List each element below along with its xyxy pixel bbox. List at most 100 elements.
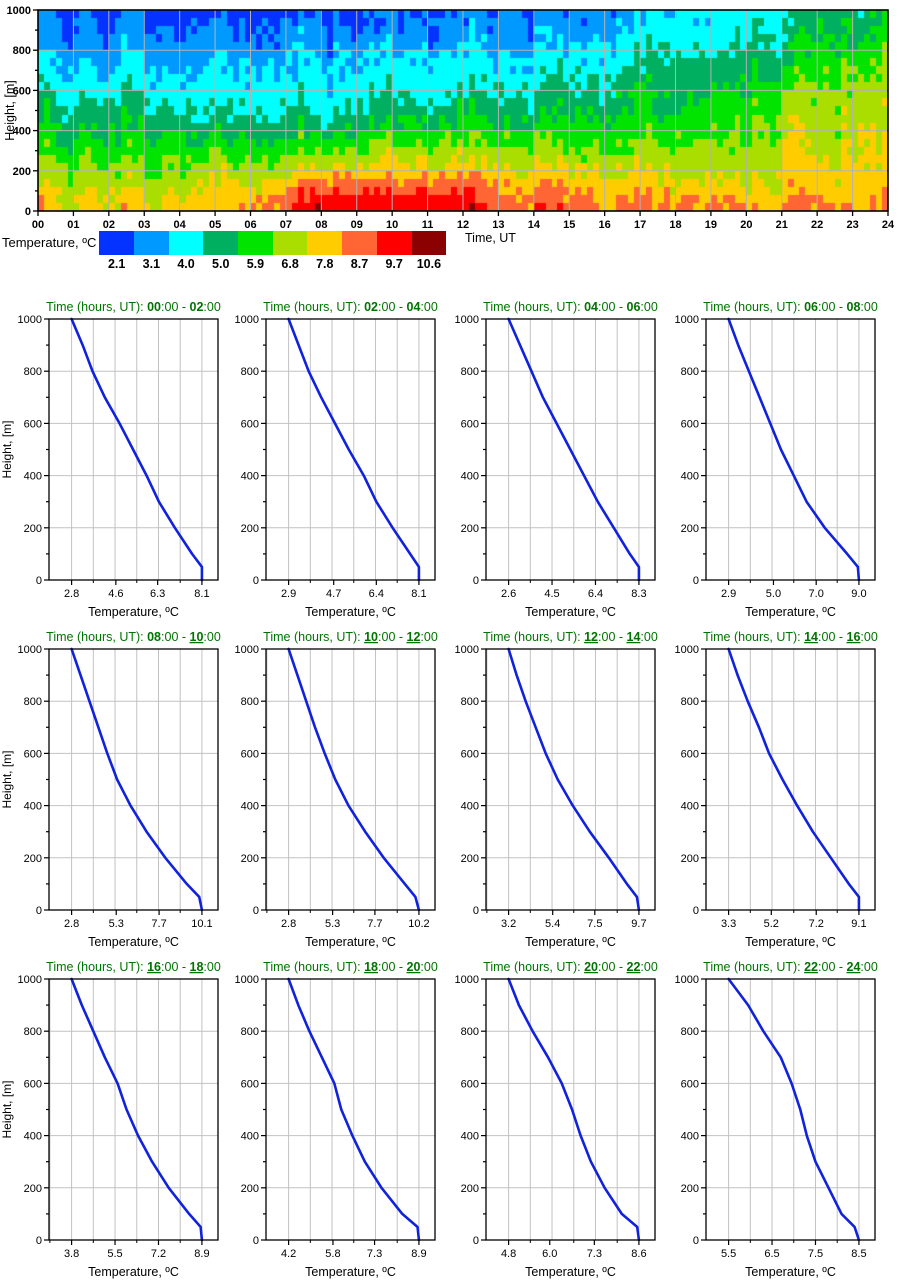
subplot-title: Time (hours, UT): 22:00 - 24:00 [703, 960, 878, 974]
y-tick-label: 0 [253, 1235, 259, 1247]
y-axis-title: Height, [m] [0, 750, 14, 808]
y-tick-label: 200 [461, 853, 479, 865]
x-tick-label: 4.6 [108, 588, 123, 600]
x-tick-label: 04 [174, 219, 187, 231]
y-tick-label: 1000 [18, 314, 42, 326]
x-tick-label: 20 [740, 219, 752, 231]
x-tick-label: 4.2 [281, 1248, 296, 1260]
y-tick-label: 1000 [18, 974, 42, 986]
x-tick-label: 12 [457, 219, 469, 231]
y-tick-label: 800 [681, 366, 699, 378]
x-tick-label: 18 [669, 219, 681, 231]
y-tick-label: 800 [681, 696, 699, 708]
y-tick-label: 200 [461, 1183, 479, 1195]
y-axis-title: Height, [m] [0, 1080, 14, 1138]
x-tick-label: 06 [244, 219, 256, 231]
profile-subplot-cell: 3.8 5.5 7.2 8.9 0 200 400 600 800 1000 Temperature… [0, 955, 240, 1280]
legend-class: 5.0 [203, 231, 239, 271]
y-tick-label: 1000 [455, 644, 479, 656]
y-tick-label: 1000 [235, 644, 259, 656]
legend-value: 8.7 [350, 257, 369, 271]
y-tick-label: 400 [681, 801, 699, 813]
y-tick-label: 400 [461, 471, 479, 483]
plot-frame [48, 978, 219, 1241]
x-tick-label: 5.5 [721, 1248, 736, 1260]
y-tick-label: 600 [241, 418, 259, 430]
legend-class: 6.8 [272, 231, 308, 271]
x-tick-label: 02 [103, 219, 115, 231]
y-tick-label: 600 [24, 748, 42, 760]
y-axis-title: Height, [m] [0, 420, 14, 478]
y-tick-label: 200 [241, 1183, 259, 1195]
x-tick-label: 05 [209, 219, 221, 231]
plot-frame [485, 648, 656, 911]
x-tick-label: 24 [882, 219, 895, 231]
legend-swatch [411, 231, 447, 255]
profile-subplot-cell: 2.9 4.7 6.4 8.1 0 200 400 600 800 1000 Temperature… [220, 295, 460, 630]
y-tick-label: 800 [461, 1026, 479, 1038]
x-tick-label: 7.3 [587, 1248, 602, 1260]
legend-class: 3.1 [134, 231, 169, 271]
subplot-title: Time (hours, UT): 14:00 - 16:00 [703, 630, 878, 644]
profile-subplot-cell: 4.2 5.8 7.3 8.9 0 200 400 600 800 1000 Temperature… [220, 955, 460, 1280]
heatmap-axes: 00 01 02 03 04 05 06 07 08 09 10 11 12 13 14 15 16 17 18 19… [3, 5, 895, 245]
y-tick-label: 200 [681, 523, 699, 535]
plot-frame [705, 978, 876, 1241]
x-tick-label: 5.0 [766, 588, 781, 600]
x-tick-label: 8.5 [851, 1248, 866, 1260]
x-tick-label: 9.1 [851, 918, 866, 930]
x-tick-label: 07 [280, 219, 292, 231]
y-tick-label: 600 [461, 418, 479, 430]
y-tick-label: 0 [36, 905, 42, 917]
legend-class: 4.0 [168, 231, 204, 271]
y-tick-label: 0 [473, 905, 479, 917]
subplot-title: Time (hours, UT): 10:00 - 12:00 [263, 630, 438, 644]
x-tick-label: 8.1 [411, 588, 426, 600]
x-tick-label: 09 [351, 219, 363, 231]
temperature-profile-line [70, 647, 204, 912]
y-tick-label: 600 [24, 418, 42, 430]
y-tick-label: 400 [241, 471, 259, 483]
temperature-profile-line [287, 317, 421, 582]
y-tick-label: 800 [13, 45, 31, 57]
legend-swatch [376, 231, 412, 255]
y-tick-label: 1000 [18, 644, 42, 656]
x-tick-label: 13 [492, 219, 504, 231]
x-tick-label: 08 [315, 219, 327, 231]
plot-frame [265, 318, 436, 581]
x-axis-title: Temperature, ºC [88, 935, 179, 949]
legend-class: 5.9 [238, 231, 273, 271]
time-height-heatmap: 00 01 02 03 04 05 06 07 08 09 10 11 12 13 14 15 16 17 18 19… [0, 0, 900, 255]
x-tick-label: 2.9 [281, 588, 296, 600]
temperature-profile-line [287, 977, 421, 1242]
subplot-title: Time (hours, UT): 08:00 - 10:00 [46, 630, 221, 644]
y-tick-label: 1000 [455, 314, 479, 326]
x-tick-label: 8.9 [194, 1248, 209, 1260]
y-tick-label: 600 [681, 1078, 699, 1090]
x-tick-label: 19 [705, 219, 717, 231]
x-tick-label: 8.3 [631, 588, 646, 600]
y-tick-label: 1000 [675, 314, 699, 326]
y-tick-label: 800 [241, 1026, 259, 1038]
x-tick-label: 6.3 [150, 588, 165, 600]
x-tick-label: 2.8 [64, 918, 79, 930]
y-tick-label: 600 [241, 748, 259, 760]
y-tick-label: 0 [693, 1235, 699, 1247]
y-tick-label: 1000 [7, 5, 31, 17]
profile-subplot-cell: 2.8 4.6 6.3 8.1 0 200 400 600 800 1000 Temperature… [0, 295, 240, 630]
profile-subplot: 5.5 6.5 7.5 8.5 0 200 400 600 800 1000 Temperature… [675, 960, 878, 1279]
temperature-profile-line [507, 317, 641, 582]
legend-class: 2.1 [99, 231, 135, 271]
x-tick-label: 7.5 [808, 1248, 823, 1260]
x-tick-label: 7.3 [367, 1248, 382, 1260]
x-tick-label: 4.7 [326, 588, 341, 600]
profile-subplot-cell: 4.8 6.0 7.3 8.6 0 200 400 600 800 1000 Temperature… [440, 955, 680, 1280]
profile-subplot-cell: 2.8 5.3 7.7 10.1 0 200 400 600 800 1000 Temperatur… [0, 625, 240, 960]
subplot-title: Time (hours, UT): 16:00 - 18:00 [46, 960, 221, 974]
x-tick-label: 23 [846, 219, 858, 231]
x-tick-label: 9.0 [851, 588, 866, 600]
x-tick-label: 10.2 [408, 918, 429, 930]
x-axis-title: Temperature, ºC [525, 1265, 616, 1279]
profile-subplot-cell: 2.6 4.5 6.4 8.3 0 200 400 600 800 1000 Temperature… [440, 295, 680, 630]
legend-value: 9.7 [385, 257, 403, 271]
